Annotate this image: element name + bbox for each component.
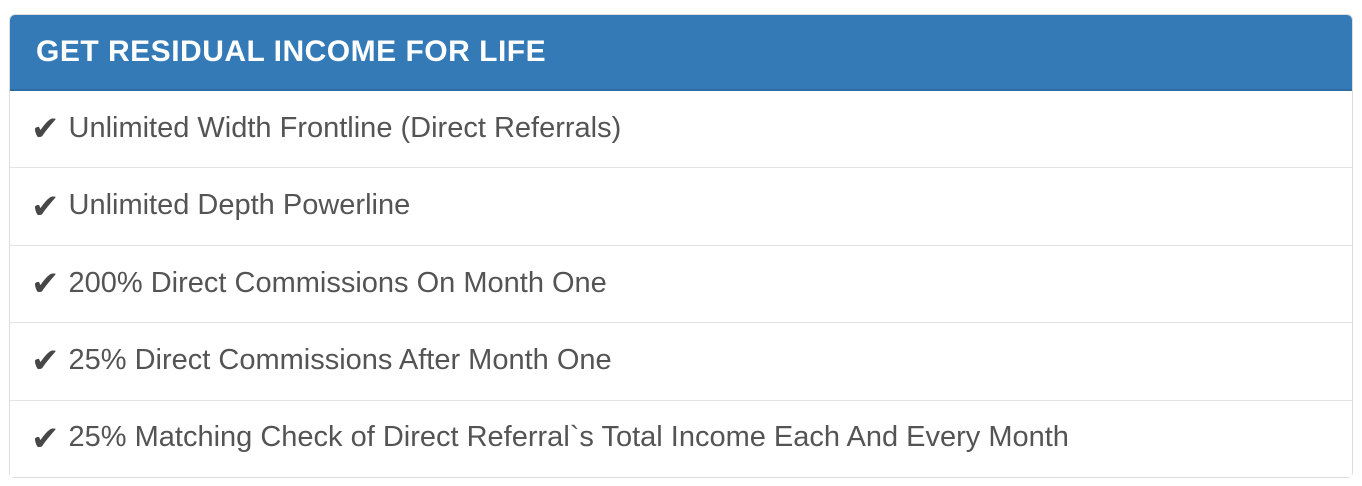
- list-item: ✔ 25% Direct Commissions After Month One: [10, 322, 1352, 400]
- list-item: ✔ Unlimited Width Frontline (Direct Refe…: [10, 91, 1352, 168]
- check-icon: ✔: [31, 109, 60, 150]
- list-item-label: Unlimited Width Frontline (Direct Referr…: [68, 111, 622, 144]
- check-icon: ✔: [31, 341, 60, 382]
- list-item: ✔ 200% Direct Commissions On Month One: [10, 244, 1352, 323]
- list-item-label: Unlimited Depth Powerline: [68, 189, 411, 222]
- list-item-label: 200% Direct Commissions On Month One: [68, 266, 607, 299]
- check-icon: ✔: [31, 264, 60, 305]
- list-item-label: 25% Matching Check of Direct Referral`s …: [68, 421, 1069, 454]
- list-item: ✔ Unlimited Depth Powerline: [10, 167, 1352, 245]
- panel-heading: GET RESIDUAL INCOME FOR LIFE: [10, 15, 1352, 91]
- list-item-label: 25% Direct Commissions After Month One: [68, 343, 612, 376]
- panel-title: GET RESIDUAL INCOME FOR LIFE: [36, 35, 547, 68]
- check-icon: ✔: [31, 418, 60, 459]
- residual-income-panel: GET RESIDUAL INCOME FOR LIFE ✔ Unlimited…: [9, 14, 1353, 478]
- check-icon: ✔: [31, 186, 60, 227]
- list-item: ✔ 25% Matching Check of Direct Referral`…: [10, 399, 1352, 478]
- benefits-list: ✔ Unlimited Width Frontline (Direct Refe…: [10, 91, 1352, 478]
